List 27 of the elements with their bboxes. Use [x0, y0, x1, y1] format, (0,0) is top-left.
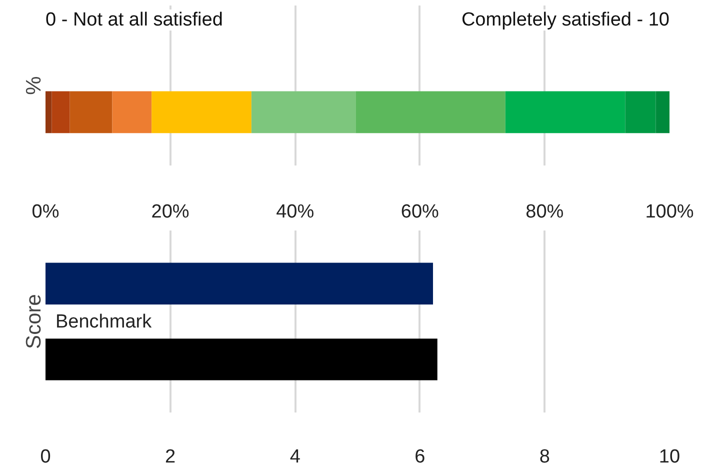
x-tick-label: 8	[539, 446, 550, 468]
bar	[251, 91, 356, 134]
text: 0 - Not at all satisfied	[46, 10, 223, 30]
bar	[70, 91, 112, 134]
bar	[656, 91, 670, 134]
x-tick-label: 4	[290, 446, 301, 468]
x-tick-label: 20%	[151, 202, 190, 222]
text: Completely satisfied - 10	[461, 10, 670, 30]
bar	[112, 91, 152, 134]
bar	[52, 91, 70, 134]
x-tick-label: 6	[414, 446, 426, 468]
bar	[505, 91, 626, 134]
x-tick-label: 2	[165, 446, 176, 468]
y-axis-title: Score	[22, 294, 46, 349]
bar	[46, 91, 52, 134]
bar	[356, 91, 506, 134]
x-tick-label: 100%	[645, 202, 694, 222]
x-tick-label: 0	[40, 446, 51, 468]
x-tick-label: 0%	[32, 202, 60, 222]
x-tick-label: 60%	[400, 202, 440, 222]
x-tick-label: 10	[658, 446, 680, 468]
y-tick-label: Benchmark	[56, 312, 152, 333]
x-tick-label: 80%	[526, 202, 564, 222]
bar	[152, 91, 252, 134]
x-tick-label: 40%	[276, 202, 314, 222]
y-axis-title: %	[22, 76, 46, 95]
bar	[625, 91, 656, 134]
